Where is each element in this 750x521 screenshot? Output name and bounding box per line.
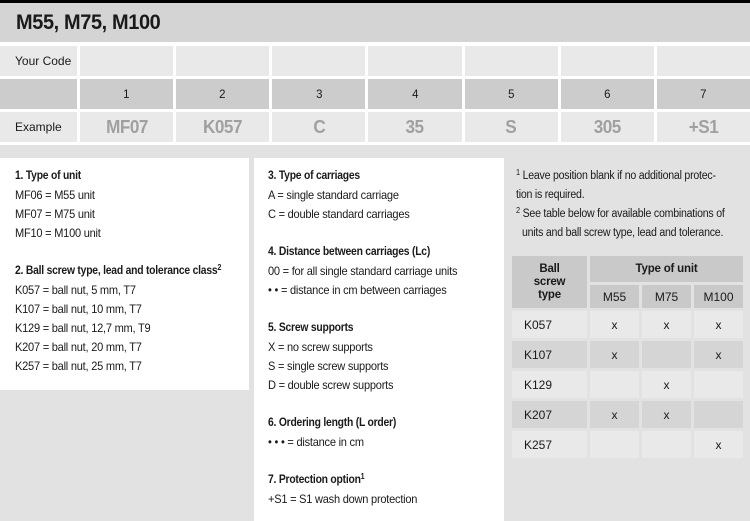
position-number-1: 1: [80, 79, 174, 109]
section-item: MF10 = M100 unit: [15, 226, 101, 240]
compatibility-table: Ball screw type Type of unit M55 M75 M10…: [512, 256, 744, 458]
your-code-cell-2: [176, 46, 270, 76]
section-item: • • = distance in cm between carriages: [268, 283, 447, 297]
section-ball-screw-type: 2. Ball screw type, lead and tolerance c…: [15, 262, 249, 376]
col-header-m75: M75: [642, 285, 691, 308]
page-title: M55, M75, M100: [16, 11, 161, 34]
group-header-type-of-unit: Type of unit: [590, 256, 743, 282]
section-item: K107 = ball nut, 10 mm, T7: [15, 302, 142, 316]
position-row-spacer: [0, 79, 77, 109]
position-number-2: 2: [176, 79, 270, 109]
section-distance-between-carriages: 4. Distance between carriages (Lc) 00 = …: [268, 243, 504, 300]
section-item: D = double screw supports: [268, 378, 394, 392]
footnote-line: 2 See table below for available combinat…: [516, 206, 725, 221]
row-label-k057: K057: [512, 311, 587, 338]
mark-cell: x: [590, 341, 639, 368]
notes-column: 1 Leave position blank if no additional …: [512, 158, 750, 458]
position-number-6: 6: [560, 79, 654, 109]
mark-cell: x: [642, 401, 691, 428]
section-item: • • • = distance in cm: [268, 435, 364, 449]
your-code-cell-3: [272, 46, 366, 76]
mark-cell: [590, 371, 639, 398]
mark-cell: [694, 401, 743, 428]
example-value-3: C: [272, 112, 366, 142]
section-heading: 3. Type of carriages: [268, 170, 360, 182]
section-item: C = double standard carriages: [268, 207, 410, 221]
mark-cell: x: [590, 401, 639, 428]
title-bar: M55, M75, M100: [0, 3, 750, 42]
footnote-1: 1 Leave position blank if no additional …: [512, 167, 750, 205]
section-item: +S1 = S1 wash down protection: [268, 492, 418, 506]
section-heading: 2. Ball screw type, lead and tolerance c…: [15, 263, 222, 278]
section-item: K057 = ball nut, 5 mm, T7: [15, 283, 136, 297]
mark-cell: x: [694, 341, 743, 368]
row-label-k107: K107: [512, 341, 587, 368]
top-rule: [0, 0, 750, 3]
section-type-of-unit: 1. Type of unit MF06 = M55 unit MF07 = M…: [15, 167, 249, 243]
position-number-row: 1 2 3 4 5 6 7: [0, 79, 750, 109]
col-header-m100: M100: [694, 285, 743, 308]
your-code-row: Your Code: [0, 46, 750, 76]
legend-column-1: 1. Type of unit MF06 = M55 unit MF07 = M…: [0, 158, 249, 390]
footnote-line: tion is required.: [516, 189, 585, 201]
footnote-line: units and ball screw type, lead and tole…: [522, 227, 724, 239]
your-code-cell-6: [560, 46, 654, 76]
section-item: K257 = ball nut, 25 mm, T7: [15, 359, 142, 373]
mark-cell: x: [694, 431, 743, 458]
row-label-k257: K257: [512, 431, 587, 458]
section-item: K129 = ball nut, 12,7 mm, T9: [15, 321, 151, 335]
mark-cell: [642, 341, 691, 368]
example-value-4: 35: [368, 112, 462, 142]
example-value-7: +S1: [656, 112, 750, 142]
corner-header-ball-screw-type: Ball screw type: [512, 256, 587, 308]
your-code-cell-7: [656, 46, 750, 76]
section-item: S = single screw supports: [268, 359, 389, 373]
example-value-1: MF07: [80, 112, 174, 142]
section-item: K207 = ball nut, 20 mm, T7: [15, 340, 142, 354]
footnote-line: 1 Leave position blank if no additional …: [516, 168, 716, 183]
section-item: A = single standard carriage: [268, 188, 399, 202]
example-value-5: S: [464, 112, 558, 142]
section-heading: 6. Ordering length (L order): [268, 417, 397, 429]
section-ordering-length: 6. Ordering length (L order) • • • = dis…: [268, 414, 504, 452]
legend-column-2: 3. Type of carriages A = single standard…: [254, 158, 504, 521]
mark-cell: x: [590, 311, 639, 338]
your-code-cell-1: [80, 46, 174, 76]
position-number-3: 3: [272, 79, 366, 109]
mark-cell: [694, 371, 743, 398]
section-item: MF06 = M55 unit: [15, 188, 95, 202]
position-number-5: 5: [464, 79, 558, 109]
mark-cell: x: [642, 371, 691, 398]
your-code-label: Your Code: [0, 46, 77, 76]
example-row: Example MF07 K057 C 35 S 305 +S1: [0, 112, 750, 142]
row-label-k129: K129: [512, 371, 587, 398]
mark-cell: [590, 431, 639, 458]
mark-cell: x: [642, 311, 691, 338]
example-value-2: K057: [176, 112, 270, 142]
section-heading: 1. Type of unit: [15, 170, 82, 182]
example-label: Example: [0, 112, 77, 142]
your-code-cell-4: [368, 46, 462, 76]
section-heading: 4. Distance between carriages (Lc): [268, 246, 431, 258]
col-header-m55: M55: [590, 285, 639, 308]
example-value-6: 305: [560, 112, 654, 142]
your-code-cell-5: [464, 46, 558, 76]
section-heading: 7. Protection option1: [268, 472, 365, 487]
row-label-k207: K207: [512, 401, 587, 428]
mark-cell: [642, 431, 691, 458]
section-protection-option: 7. Protection option1 +S1 = S1 wash down…: [268, 471, 504, 509]
section-screw-supports: 5. Screw supports X = no screw supports …: [268, 319, 504, 395]
section-heading: 5. Screw supports: [268, 322, 354, 334]
section-item: X = no screw supports: [268, 340, 373, 354]
position-number-4: 4: [368, 79, 462, 109]
footnote-2: 2 See table below for available combinat…: [512, 205, 750, 243]
section-type-of-carriages: 3. Type of carriages A = single standard…: [268, 167, 504, 224]
section-item: MF07 = M75 unit: [15, 207, 95, 221]
mark-cell: x: [694, 311, 743, 338]
position-number-7: 7: [656, 79, 750, 109]
section-item: 00 = for all single standard carriage un…: [268, 264, 458, 278]
